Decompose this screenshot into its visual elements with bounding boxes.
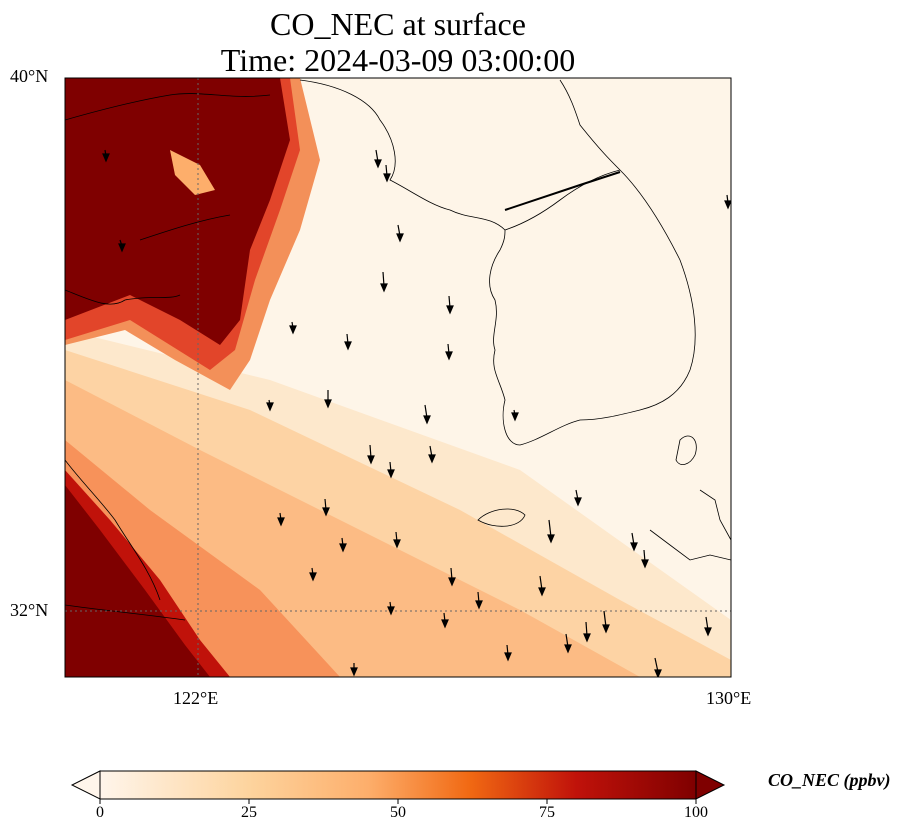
wind-arrow <box>574 489 582 507</box>
wind-arrow <box>602 610 610 634</box>
wind-arrow <box>630 532 638 552</box>
wind-arrow <box>445 343 453 361</box>
wind-arrow <box>393 531 401 549</box>
wind-arrow <box>441 612 449 629</box>
wind-arrow <box>423 404 431 425</box>
colorbar-extend-max <box>695 770 726 800</box>
wind-arrow <box>374 149 382 169</box>
colorbar-tick-0: 0 <box>96 804 104 821</box>
wind-arrow <box>266 399 274 412</box>
wind-arrow <box>102 149 110 163</box>
wind-arrow <box>350 663 358 677</box>
wind-arrow <box>383 164 391 183</box>
wind-arrow <box>324 390 332 409</box>
colorbar-extend-min <box>70 770 101 800</box>
wind-arrow <box>654 657 662 677</box>
wind-arrow <box>446 295 454 315</box>
wind-arrow <box>277 512 285 527</box>
island-plume-spot <box>170 150 215 195</box>
wind-arrow <box>547 519 555 544</box>
colorbar-label: CO_NEC (ppbv) <box>768 770 891 790</box>
wind-vectors <box>102 149 731 677</box>
map-title-line2: Time: 2024-03-09 03:00:00 <box>220 42 576 78</box>
colorbar <box>70 770 726 804</box>
wind-arrow <box>367 444 375 465</box>
wind-arrow <box>309 567 317 582</box>
wind-arrow <box>538 575 546 597</box>
colorbar-tick-75: 75 <box>539 804 555 821</box>
wind-arrow <box>583 621 591 643</box>
lat-label-32n: 32°N <box>10 600 49 620</box>
coastlines <box>65 79 731 621</box>
wind-arrow <box>387 461 395 479</box>
colorbar-tick-50: 50 <box>390 804 406 821</box>
sw-high-region <box>65 485 210 677</box>
wind-arrow <box>289 321 297 335</box>
wind-arrow <box>322 498 330 517</box>
lon-label-130e: 130°E <box>706 688 752 708</box>
wind-arrow <box>641 549 649 569</box>
map-title-line1: CO_NEC at surface <box>270 6 526 42</box>
colorbar-tick-100: 100 <box>684 804 708 821</box>
lat-label-40n: 40°N <box>10 66 49 86</box>
colorbar-gradient <box>100 771 696 799</box>
lon-label-122e: 122°E <box>173 688 219 708</box>
wind-arrow <box>704 616 712 637</box>
wind-arrow <box>396 224 404 243</box>
colorbar-tick-25: 25 <box>241 804 257 821</box>
wind-arrow <box>475 591 483 610</box>
wind-arrow <box>118 239 126 253</box>
wind-arrow <box>564 633 572 654</box>
nw-high-region <box>65 78 290 345</box>
wind-arrow <box>387 601 395 616</box>
wind-arrow <box>448 567 456 587</box>
wind-arrow <box>428 445 436 464</box>
wind-arrow <box>339 537 347 553</box>
wind-arrow <box>380 271 388 293</box>
wind-arrow <box>724 194 731 210</box>
map-frame <box>64 77 732 678</box>
wind-arrow <box>504 644 512 662</box>
wind-arrow <box>511 409 519 422</box>
wind-arrow <box>344 333 352 351</box>
